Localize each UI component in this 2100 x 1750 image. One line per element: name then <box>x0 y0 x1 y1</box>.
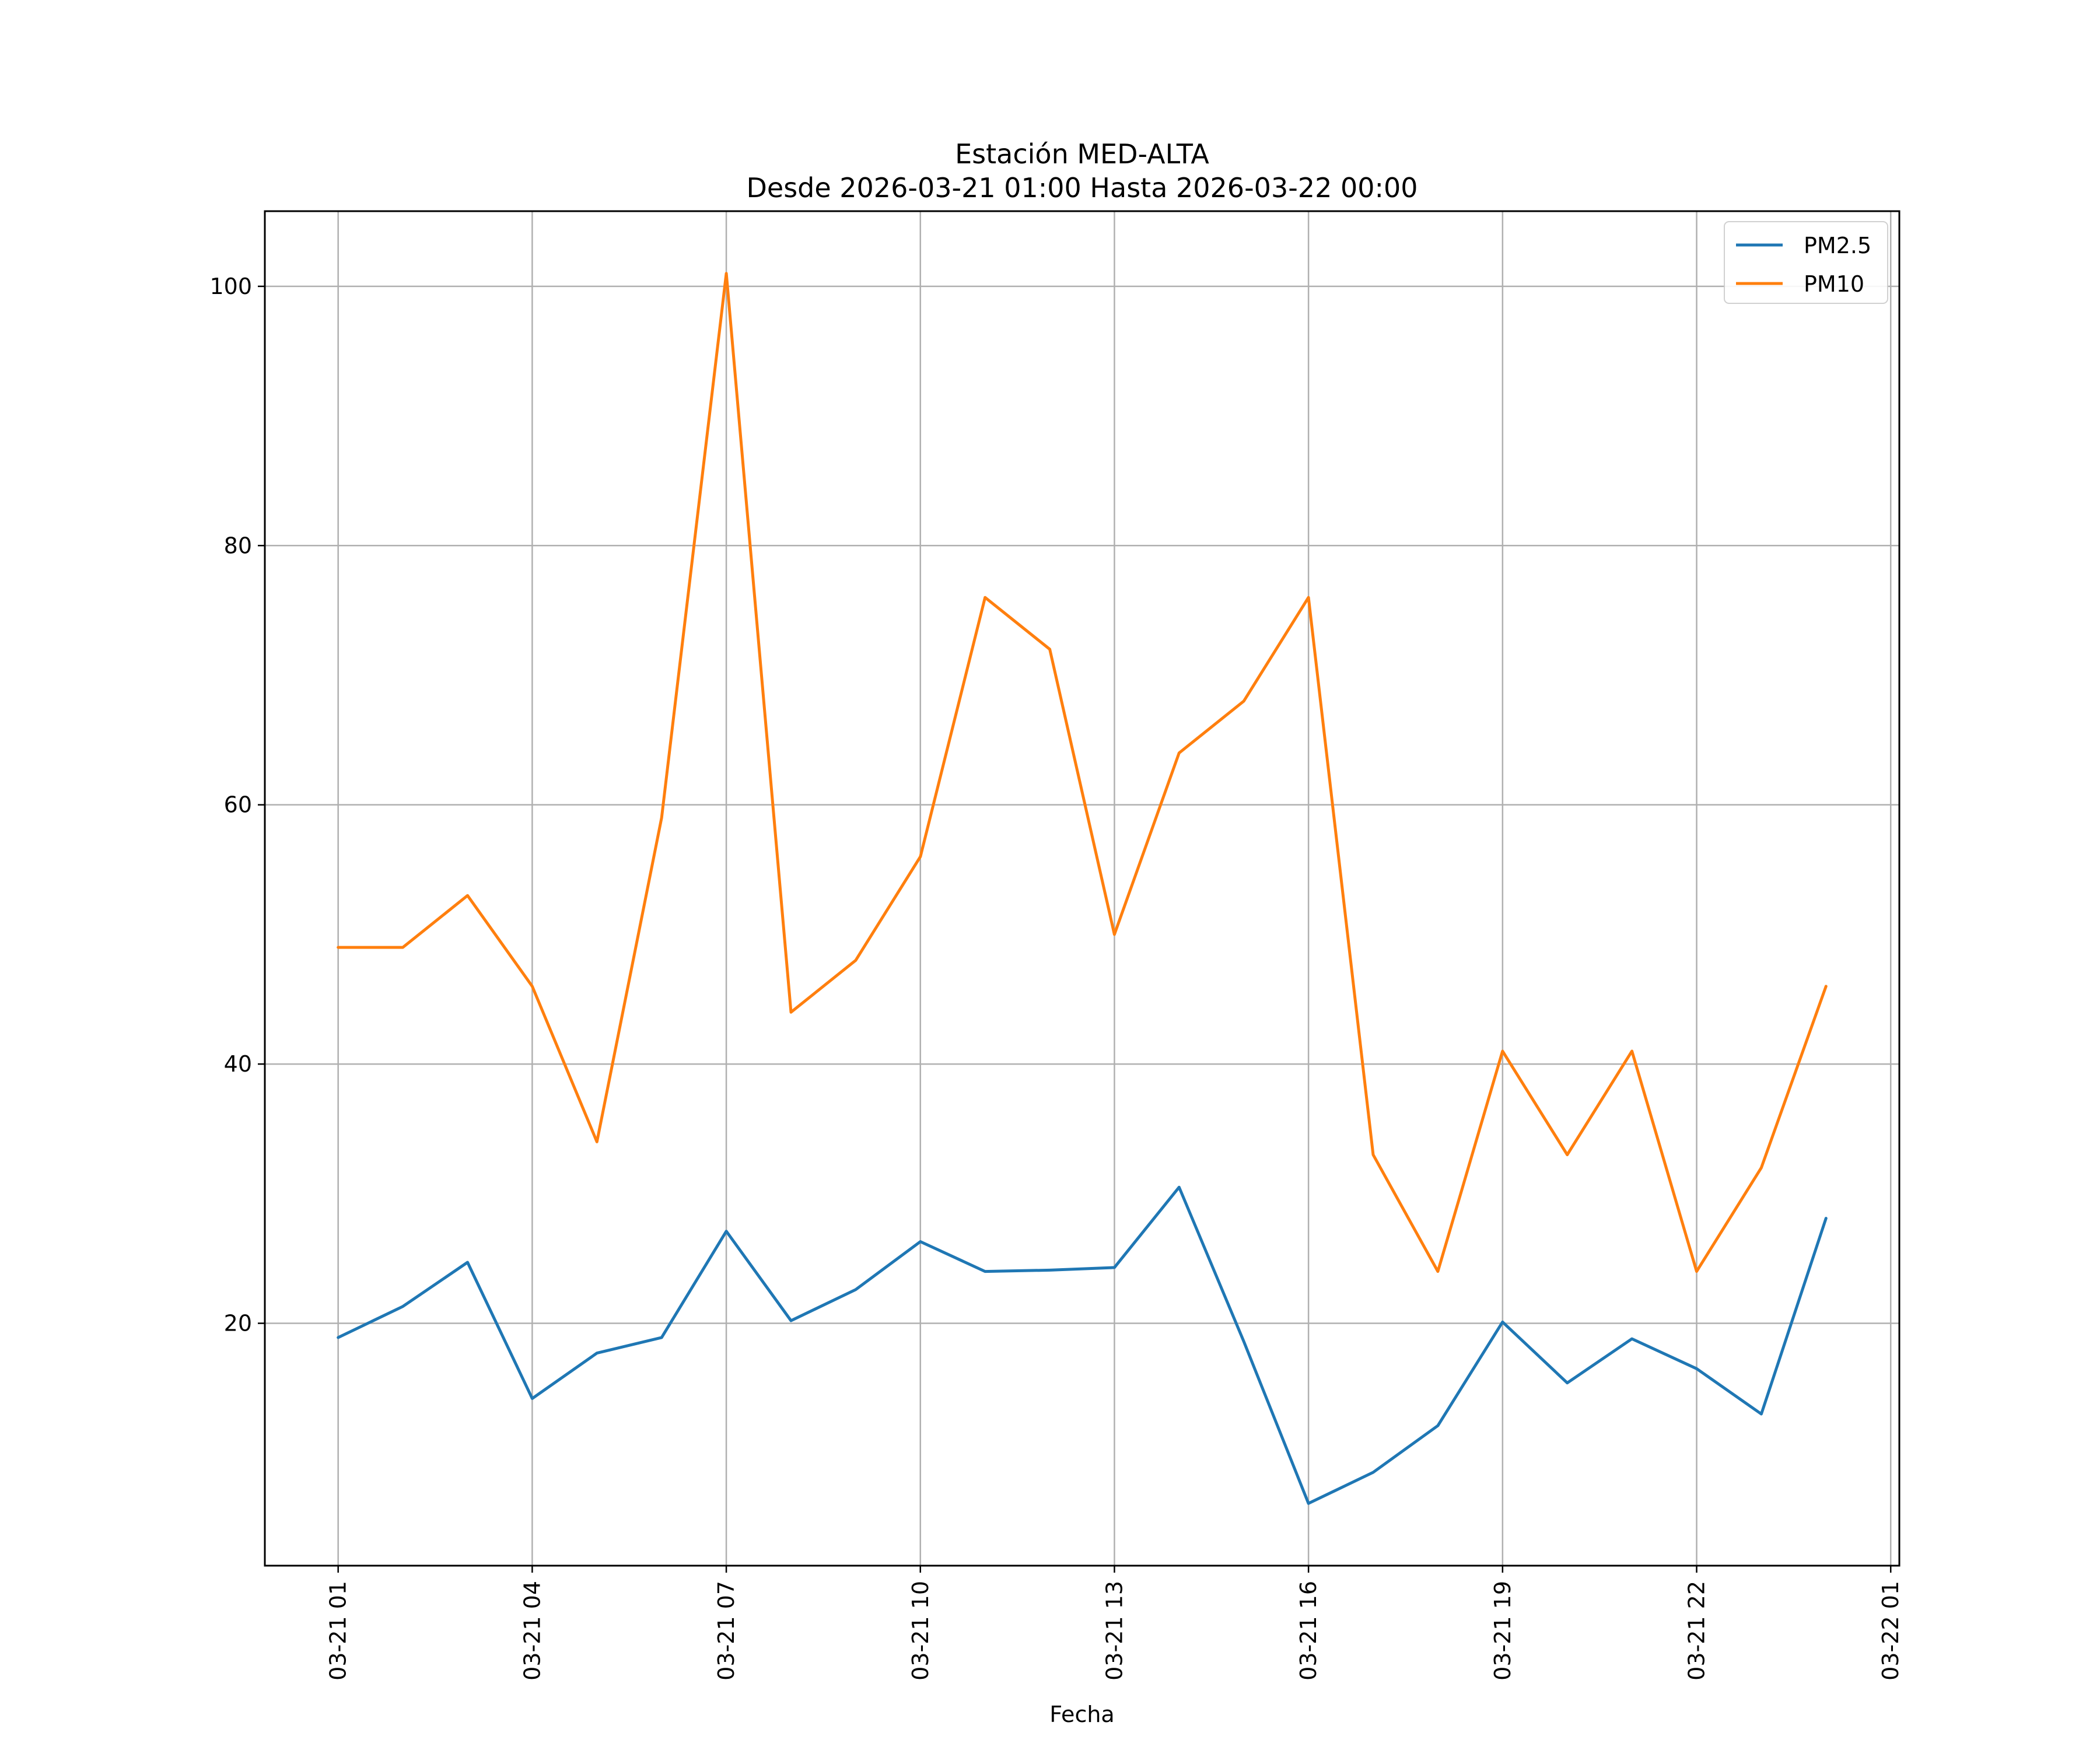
y-tick-label: 100 <box>209 274 252 299</box>
series-line-pm10 <box>337 272 1828 1273</box>
x-tick-label: 03-21 16 <box>1296 1581 1321 1681</box>
chart-title: Estación MED-ALTA <box>955 138 1209 170</box>
x-tick-label: 03-21 19 <box>1490 1581 1516 1681</box>
legend: PM2.5 PM10 <box>1724 221 1888 304</box>
x-tick-label: 03-21 04 <box>519 1581 545 1681</box>
x-tick-label: 03-21 13 <box>1101 1581 1127 1681</box>
y-tick-label: 20 <box>224 1310 252 1336</box>
x-tick-label: 03-21 01 <box>326 1581 351 1681</box>
y-tick-label: 40 <box>224 1051 252 1077</box>
axis-ticks: 20 40 60 80 100 03-21 01 03-21 04 03-21 07 03-21… <box>209 274 1903 1681</box>
x-axis-label: Fecha <box>1049 1702 1114 1727</box>
plot-frame <box>264 210 1901 1567</box>
series-layer <box>337 272 1828 1505</box>
legend-label: PM10 <box>1804 271 1864 297</box>
grid-lines <box>265 211 1899 1566</box>
chart-subtitle: Desde 2026-03-21 01:00 Hasta 2026-03-22 … <box>746 172 1418 204</box>
series-line-pm25 <box>337 1185 1828 1505</box>
x-tick-label: 03-22 01 <box>1878 1581 1903 1681</box>
legend-label: PM2.5 <box>1804 233 1871 258</box>
x-tick-label: 03-21 07 <box>713 1581 739 1681</box>
y-tick-label: 80 <box>224 533 252 558</box>
y-tick-label: 60 <box>224 792 252 818</box>
x-tick-label: 03-21 22 <box>1684 1581 1710 1681</box>
x-tick-label: 03-21 10 <box>908 1581 933 1681</box>
